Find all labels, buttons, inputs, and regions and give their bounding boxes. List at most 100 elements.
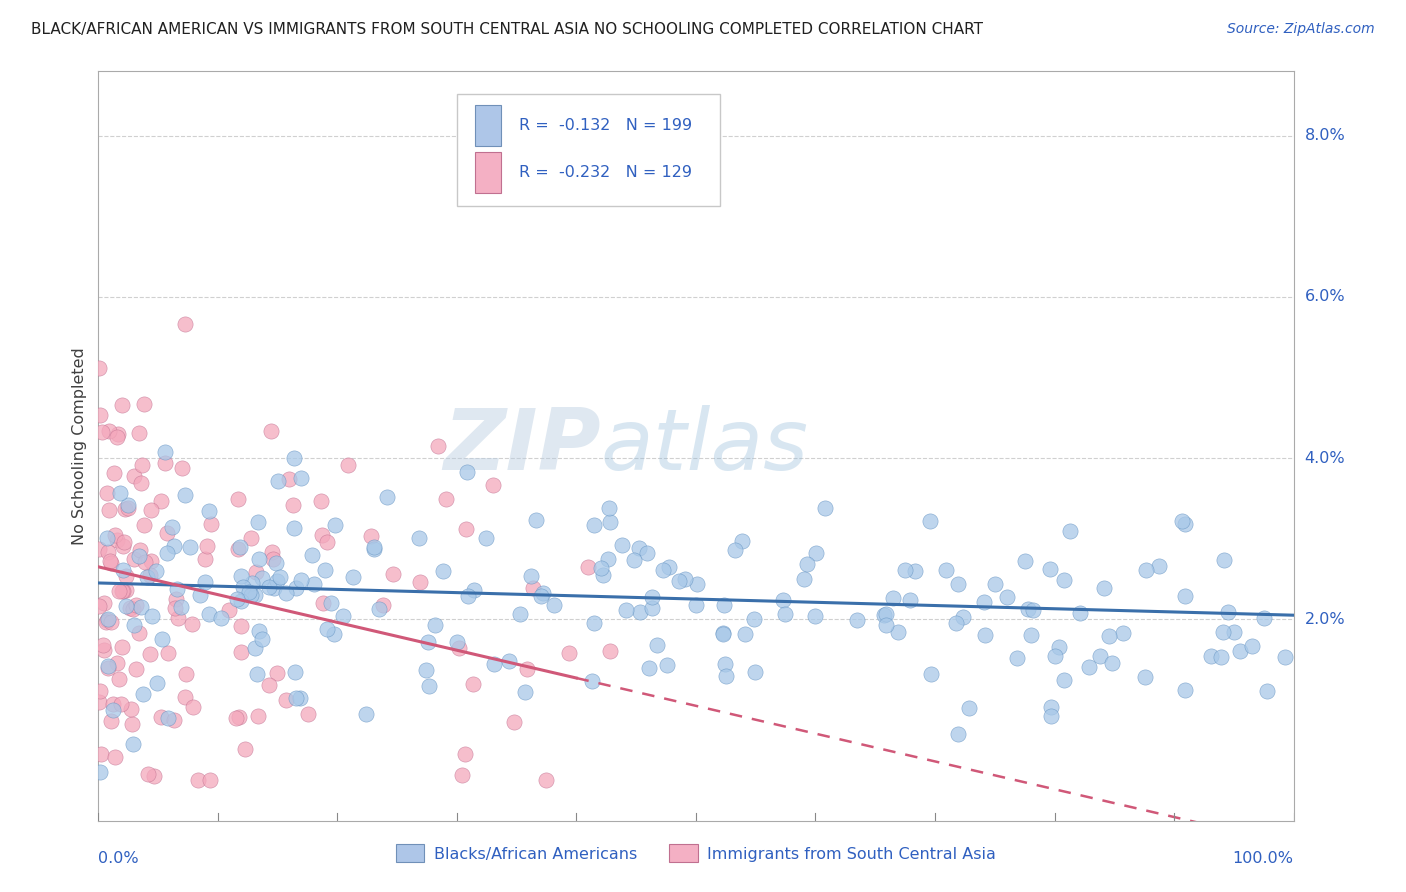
Point [454,523,477,537]
Point [612,538,634,552]
Point [714,657,737,672]
Point [845,613,868,627]
Point [775,607,797,622]
Point [104,750,127,764]
Point [583,616,606,631]
Point [598,500,620,515]
Point [1135,564,1157,578]
Point [533,586,555,600]
Point [250,632,273,646]
Point [319,595,342,609]
Point [285,581,308,595]
Point [104,528,127,542]
Point [153,445,176,459]
Point [524,512,547,526]
Point [122,469,145,483]
Point [323,518,346,533]
Point [114,535,136,549]
Point [1213,552,1236,566]
Point [160,519,183,533]
Point [418,680,440,694]
Point [97,545,120,559]
Point [173,488,195,502]
Point [446,635,468,649]
Point [163,539,186,553]
Point [946,576,969,591]
Point [128,549,150,563]
Text: 4.0%: 4.0% [1305,450,1346,466]
Point [375,490,398,504]
Point [173,317,195,331]
Point [301,548,323,562]
Point [509,607,531,622]
Point [1229,644,1251,658]
Point [713,598,735,612]
Point [581,673,603,688]
Point [181,700,204,714]
Point [129,599,152,614]
Point [108,672,131,686]
Point [638,661,661,675]
Point [150,710,173,724]
Point [267,474,290,488]
Point [447,641,470,656]
Point [614,602,637,616]
Point [342,570,364,584]
Point [114,502,136,516]
Point [636,545,658,559]
Point [772,593,794,607]
Point [89,765,111,780]
Point [522,581,544,595]
Point [302,576,325,591]
Point [685,598,707,612]
Point [218,602,240,616]
Point [1088,648,1111,663]
Point [100,714,122,728]
Point [107,583,129,598]
Point [120,702,142,716]
Point [502,714,524,729]
Point [115,599,138,614]
Point [311,528,333,542]
Point [132,518,155,533]
Point [229,569,252,583]
Point [111,398,134,412]
Point [141,609,163,624]
Point [155,456,177,470]
Point [475,531,498,545]
Point [238,585,260,599]
Point [1019,627,1042,641]
Point [1098,629,1121,643]
Point [454,747,477,761]
Point [194,552,217,566]
Point [796,557,818,571]
Point [647,638,669,652]
Point [112,563,135,577]
Point [432,564,454,578]
Point [290,573,312,587]
Point [623,552,645,566]
Point [484,657,506,671]
Point [281,498,304,512]
Point [243,588,266,602]
Point [628,606,651,620]
Point [1017,601,1039,615]
Point [627,541,650,555]
Point [105,656,128,670]
Point [457,589,479,603]
Point [1133,670,1156,684]
Point [132,397,155,411]
Point [179,541,201,555]
Point [145,564,167,578]
Point [132,687,155,701]
Point [111,584,134,599]
Point [114,569,136,583]
Point [655,657,678,672]
Point [337,458,360,473]
Point [283,450,305,465]
Point [139,647,162,661]
Point [1201,649,1223,664]
Point [257,580,280,594]
Point [172,461,194,475]
Point [232,580,254,594]
